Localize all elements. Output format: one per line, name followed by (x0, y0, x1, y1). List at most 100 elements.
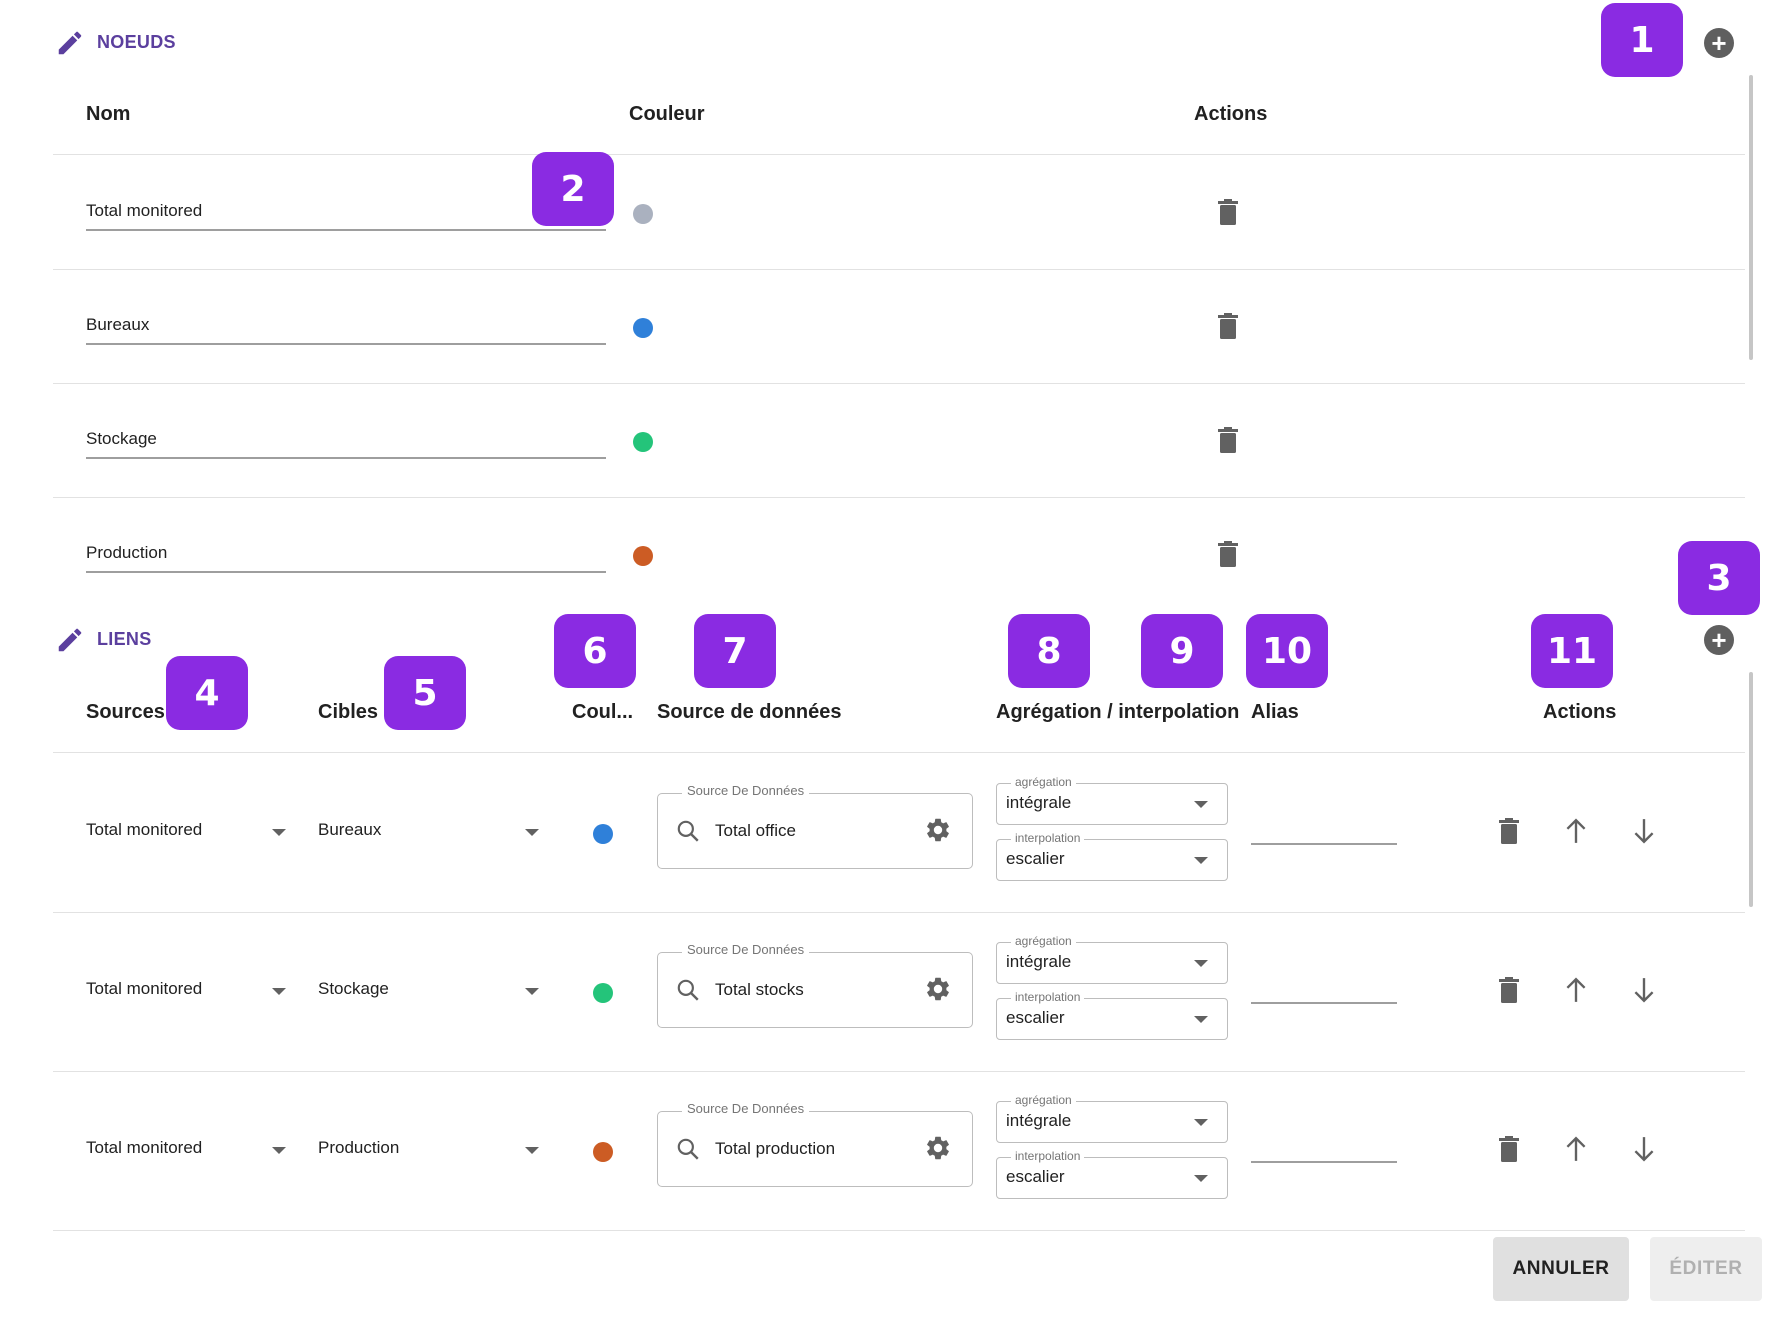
datasource-field[interactable]: Source De Données Total stocks (657, 942, 973, 1028)
chevron-down-icon[interactable] (272, 829, 286, 836)
chevron-down-icon[interactable] (525, 829, 539, 836)
link-color-swatch[interactable] (593, 1142, 613, 1162)
arrow-down-icon[interactable] (1631, 817, 1657, 845)
node-name-input[interactable]: Total monitored (86, 201, 606, 231)
aggregation-select[interactable]: agrégation intégrale (996, 775, 1228, 825)
links-header-sources: Sources (86, 701, 165, 723)
links-header-targets: Cibles (318, 701, 379, 723)
chevron-down-icon[interactable] (525, 988, 539, 995)
pencil-icon (58, 628, 82, 652)
links-header-color: Coul... (572, 701, 634, 723)
arrow-down-icon[interactable] (1631, 976, 1657, 1004)
link-color-swatch[interactable] (593, 824, 613, 844)
add-node-button[interactable]: + (1704, 28, 1734, 58)
link-row: Total monitored Bureaux Source De Donnée… (0, 753, 1745, 912)
nodes-header-actions: Actions (1194, 103, 1268, 125)
interpolation-value: escalier (1006, 1008, 1065, 1027)
alias-input[interactable] (1251, 1133, 1397, 1163)
divider (53, 154, 1745, 155)
node-name-input[interactable]: Stockage (86, 429, 606, 459)
chevron-down-icon[interactable] (272, 1147, 286, 1154)
plus-icon: + (1711, 625, 1727, 655)
link-target-select[interactable]: Bureaux (318, 820, 382, 839)
link-source-select[interactable]: Total monitored (86, 979, 203, 998)
chevron-down-icon[interactable] (525, 1147, 539, 1154)
aggregation-value: intégrale (1006, 1111, 1072, 1130)
callout-badge: 6 (554, 614, 636, 688)
interpolation-value: escalier (1006, 849, 1065, 868)
nodes-header-name: Nom (86, 103, 131, 125)
divider (53, 752, 1745, 753)
node-row: Total monitored (0, 155, 1745, 269)
interpolation-legend: interpolation (1011, 1149, 1085, 1163)
node-name-input[interactable]: Production (86, 543, 606, 573)
arrow-down-icon[interactable] (1631, 1135, 1657, 1163)
chevron-down-icon (1194, 1119, 1208, 1126)
datasource-legend: Source De Données (682, 1101, 810, 1116)
arrow-up-icon[interactable] (1563, 817, 1589, 845)
node-color-swatch[interactable] (633, 432, 653, 452)
nodes-scrollbar[interactable] (1749, 75, 1753, 360)
node-color-swatch[interactable] (633, 318, 653, 338)
chevron-down-icon (1194, 801, 1208, 808)
gear-icon[interactable] (924, 975, 952, 1003)
aggregation-select[interactable]: agrégation intégrale (996, 934, 1228, 984)
chevron-down-icon (1194, 1016, 1208, 1023)
node-color-swatch[interactable] (633, 204, 653, 224)
trash-icon[interactable] (1218, 427, 1238, 453)
alias-input[interactable] (1251, 974, 1397, 1004)
node-name-input[interactable]: Bureaux (86, 315, 606, 345)
interpolation-select[interactable]: interpolation escalier (996, 831, 1228, 881)
callout-badge: 2 (532, 152, 614, 226)
add-link-button[interactable]: + (1704, 625, 1734, 655)
interpolation-value: escalier (1006, 1167, 1065, 1186)
link-target-select[interactable]: Stockage (318, 979, 389, 998)
divider (53, 912, 1745, 913)
callout-badge: 7 (694, 614, 776, 688)
aggregation-select[interactable]: agrégation intégrale (996, 1093, 1228, 1143)
trash-icon[interactable] (1218, 199, 1238, 225)
callout-badge: 8 (1008, 614, 1090, 688)
datasource-value: Total stocks (715, 980, 804, 999)
datasource-field[interactable]: Source De Données Total office (657, 783, 973, 869)
divider (53, 1071, 1745, 1072)
interpolation-legend: interpolation (1011, 990, 1085, 1004)
aggregation-legend: agrégation (1011, 775, 1076, 789)
interpolation-select[interactable]: interpolation escalier (996, 1149, 1228, 1199)
trash-icon[interactable] (1218, 541, 1238, 567)
callout-badge: 5 (384, 656, 466, 730)
pencil-icon (58, 31, 82, 55)
plus-icon: + (1711, 28, 1727, 58)
link-row: Total monitored Production Source De Don… (0, 1071, 1745, 1230)
node-row: Bureaux (0, 269, 1745, 383)
gear-icon[interactable] (924, 816, 952, 844)
trash-icon[interactable] (1499, 818, 1519, 844)
arrow-up-icon[interactable] (1563, 976, 1589, 1004)
trash-icon[interactable] (1499, 977, 1519, 1003)
chevron-down-icon (1194, 857, 1208, 864)
callout-badge: 3 (1678, 541, 1760, 615)
node-row: Production (0, 497, 1745, 577)
node-color-swatch[interactable] (633, 546, 653, 566)
trash-icon[interactable] (1499, 1136, 1519, 1162)
datasource-field[interactable]: Source De Données Total production (657, 1101, 973, 1187)
arrow-up-icon[interactable] (1563, 1135, 1589, 1163)
search-icon (677, 979, 699, 1001)
link-target-select[interactable]: Production (318, 1138, 400, 1157)
alias-input[interactable] (1251, 815, 1397, 845)
gear-icon[interactable] (924, 1134, 952, 1162)
node-row: Stockage (0, 383, 1745, 497)
nodes-section-title: NOEUDS (97, 32, 176, 52)
interpolation-legend: interpolation (1011, 831, 1085, 845)
edit-button[interactable]: ÉDITER (1650, 1237, 1762, 1301)
datasource-value: Total office (715, 821, 796, 840)
link-source-select[interactable]: Total monitored (86, 1138, 203, 1157)
link-color-swatch[interactable] (593, 983, 613, 1003)
links-scrollbar[interactable] (1749, 672, 1753, 907)
interpolation-select[interactable]: interpolation escalier (996, 990, 1228, 1040)
cancel-button[interactable]: ANNULER (1493, 1237, 1629, 1301)
chevron-down-icon[interactable] (272, 988, 286, 995)
link-source-select[interactable]: Total monitored (86, 820, 203, 839)
trash-icon[interactable] (1218, 313, 1238, 339)
links-header-actions: Actions (1543, 701, 1617, 723)
